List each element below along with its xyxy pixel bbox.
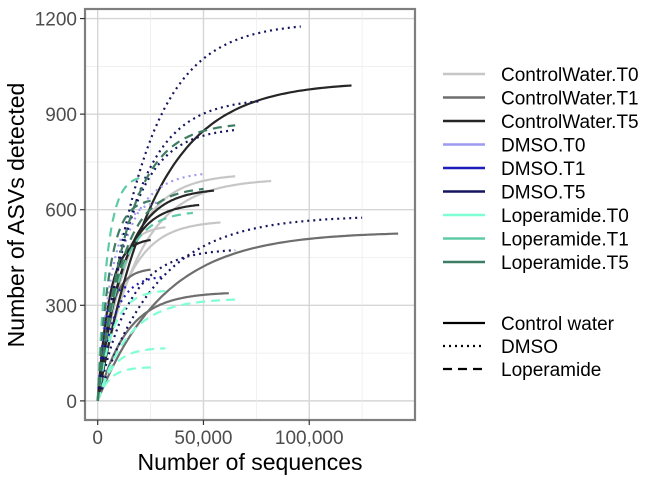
y-axis-title: Number of ASVs detected xyxy=(3,83,29,348)
series-curve xyxy=(96,203,200,402)
x-tick-label: 0 xyxy=(92,428,103,449)
legend-linetype-label: Loperamide xyxy=(501,360,601,381)
series-curve xyxy=(96,187,204,402)
series-curve xyxy=(96,347,166,402)
series-curve xyxy=(96,84,352,402)
x-tick-label: 50,000 xyxy=(174,428,232,449)
series-curve xyxy=(96,275,166,402)
legend-color-label: ControlWater.T0 xyxy=(501,65,639,86)
series-curve xyxy=(96,216,363,402)
y-tick-label: 0 xyxy=(66,392,77,413)
y-tick-label: 900 xyxy=(45,105,77,126)
grid xyxy=(85,9,415,420)
plot-panel-border xyxy=(83,7,417,422)
series-curve xyxy=(96,289,166,402)
series-curve xyxy=(96,175,236,402)
legend-color-label: Loperamide.T1 xyxy=(501,230,629,251)
legend-linetype-label: DMSO xyxy=(501,337,558,358)
legend-color-label: DMSO.T1 xyxy=(501,159,585,180)
y-tick-label: 600 xyxy=(45,201,77,222)
axis-ticks: 0 300 600 900 1200 0 50,000 100,000 xyxy=(35,10,344,449)
legend-color-label: ControlWater.T5 xyxy=(501,112,639,133)
series-curve xyxy=(96,200,162,401)
series-curve xyxy=(96,124,236,402)
series-curve xyxy=(96,232,399,402)
legend-color-label: Loperamide.T5 xyxy=(501,253,629,274)
legend-color-label: ControlWater.T1 xyxy=(501,89,639,110)
x-tick-label: 100,000 xyxy=(275,428,344,449)
series-curve xyxy=(96,211,193,402)
series-curve xyxy=(96,129,236,402)
y-tick-label: 300 xyxy=(45,296,77,317)
legend-color-label: DMSO.T0 xyxy=(501,136,585,157)
x-axis-title: Number of sequences xyxy=(137,449,362,475)
legend-color-label: DMSO.T5 xyxy=(501,183,585,204)
legend-color: ControlWater.T0 ControlWater.T1ControlWat… xyxy=(443,65,639,274)
series-curve xyxy=(96,249,236,402)
series-curve xyxy=(96,238,151,401)
legend-linetype-label: Control water xyxy=(501,314,615,335)
series-curve xyxy=(96,199,151,401)
y-tick-label: 1200 xyxy=(35,10,77,31)
legend-color-label: Loperamide.T0 xyxy=(501,206,629,227)
series-curves xyxy=(96,25,399,402)
series-curve xyxy=(96,25,301,402)
series-curve xyxy=(96,366,151,402)
series-curve xyxy=(96,176,141,401)
series-curve xyxy=(96,298,236,402)
